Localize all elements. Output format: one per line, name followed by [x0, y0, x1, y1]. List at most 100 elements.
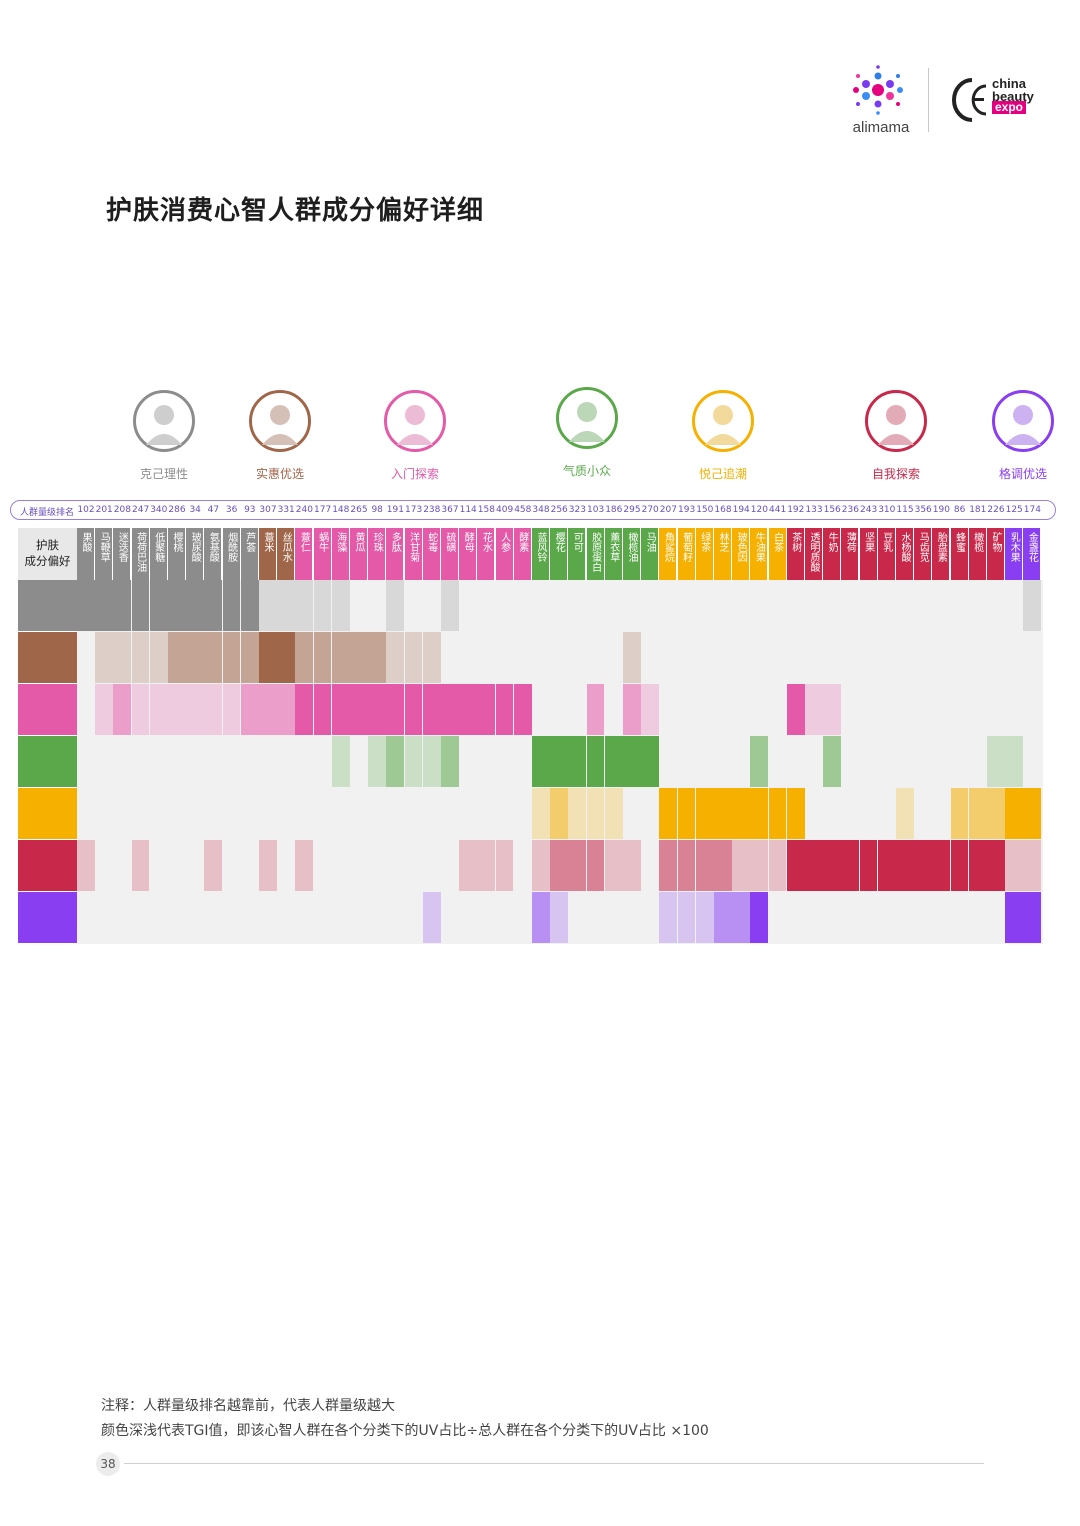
- heatmap-cell: [368, 684, 386, 735]
- heatmap-cell: [568, 736, 587, 787]
- heatmap-cell: [149, 580, 168, 631]
- ingredient-label: 豆乳: [880, 532, 892, 552]
- ingredient-header: 胶原蛋白: [586, 528, 604, 580]
- rank-value: 201: [95, 505, 113, 515]
- heatmap-cell: [95, 580, 113, 631]
- ingredient-label: 人参: [498, 532, 510, 552]
- ingredient-label: 马油: [644, 532, 656, 552]
- ingredient-header: 玻尿酸: [186, 528, 204, 580]
- heatmap-cell: [295, 632, 314, 683]
- corner-label-line-2: 成分偏好: [24, 554, 71, 568]
- heatmap-cell: [968, 840, 987, 891]
- heatmap-cell: [459, 684, 477, 735]
- heatmap-cell: [568, 788, 587, 839]
- persona-avatar: [384, 390, 446, 452]
- rank-value: 193: [678, 505, 696, 515]
- persona-row-swatch: [18, 684, 77, 735]
- persona-name: 悦己追潮: [698, 467, 747, 481]
- ingredient-header: 迷迭香: [113, 528, 131, 580]
- heatmap-cell: [113, 684, 132, 735]
- rank-value: 158: [477, 505, 495, 515]
- persona-avatar: [692, 390, 754, 452]
- person-icon: [705, 405, 741, 445]
- rank-value: 120: [750, 505, 768, 515]
- heatmap-cell: [805, 684, 823, 735]
- heatmap-cell: [695, 788, 714, 839]
- ingredient-header: 酵母: [459, 528, 477, 580]
- heatmap-cell: [222, 684, 241, 735]
- ingredient-header: 白茶: [768, 528, 786, 580]
- ingredient-label: 樱花: [553, 532, 565, 552]
- rank-value: 356: [914, 505, 932, 515]
- heatmap-cell: [386, 684, 405, 735]
- heatmap-cell: [149, 632, 168, 683]
- heatmap-cell: [532, 736, 550, 787]
- heatmap-cell: [659, 892, 678, 943]
- heatmap-cell: [750, 788, 769, 839]
- heatmap-cell: [350, 684, 368, 735]
- ingredient-header: 橄榄油: [623, 528, 640, 580]
- rank-value: 226: [987, 505, 1005, 515]
- heatmap-cell: [131, 840, 150, 891]
- ingredient-label: 坚果: [862, 532, 874, 552]
- heatmap-cell: [222, 580, 241, 631]
- ingredient-label: 花水: [480, 532, 492, 552]
- ingredient-label: 白茶: [771, 532, 783, 552]
- ingredient-header: 坚果: [859, 528, 877, 580]
- ingredient-label: 蓝风铃: [535, 532, 546, 562]
- heatmap-cell: [149, 684, 168, 735]
- ingredient-label: 酵母: [462, 532, 474, 552]
- persona-avatar: [992, 390, 1054, 452]
- heatmap-cell: [441, 580, 459, 631]
- rank-value: 103: [587, 505, 605, 515]
- ingredient-header: 薰衣草: [604, 528, 622, 580]
- heatmap-cell: [368, 736, 386, 787]
- rank-value: 173: [405, 505, 423, 515]
- heatmap-cell: [168, 632, 186, 683]
- ingredient-label: 玻尿酸: [189, 532, 201, 562]
- heatmap-cell: [1005, 840, 1023, 891]
- rank-value: 156: [823, 505, 841, 515]
- heatmap-cell: [914, 840, 932, 891]
- heatmap-cell: [532, 892, 550, 943]
- ingredient-label: 橄榄油: [626, 532, 637, 562]
- ingredient-header: 豆乳: [877, 528, 895, 580]
- heatmap-cell: [186, 684, 204, 735]
- heatmap-cell: [714, 892, 732, 943]
- heatmap-cell: [422, 736, 441, 787]
- beauty-expo-logo-mark: [952, 78, 987, 122]
- ingredient-label: 蛇毒: [425, 532, 437, 552]
- ingredient-header: 角鲨烷: [659, 528, 677, 580]
- heatmap-cell: [768, 788, 787, 839]
- heatmap-cell: [841, 840, 860, 891]
- ingredient-header: 薄荷: [841, 528, 859, 580]
- ingredient-header: 珍珠: [368, 528, 386, 580]
- alimama-wordmark: alimama: [852, 119, 910, 136]
- heatmap-cell: [495, 684, 514, 735]
- heatmap-cell: [786, 840, 805, 891]
- rank-value: 125: [1005, 505, 1023, 515]
- ingredient-header: 橄榄: [968, 528, 986, 580]
- rank-value: 348: [532, 505, 550, 515]
- person-icon: [262, 405, 298, 445]
- ingredient-label: 荷荷巴油: [134, 532, 146, 572]
- rank-value: 310: [878, 505, 896, 515]
- ingredient-header: 茶树: [786, 528, 804, 580]
- ingredient-label: 乳木果: [1008, 532, 1020, 562]
- heatmap-cell: [422, 632, 441, 683]
- heatmap-cell: [459, 840, 477, 891]
- rank-value: 367: [441, 505, 459, 515]
- heatmap-cell: [295, 580, 314, 631]
- corner-label-line-1: 护肤: [36, 538, 59, 552]
- ingredient-header: 人参: [495, 528, 513, 580]
- heatmap-cell: [950, 840, 969, 891]
- heatmap-cell: [896, 788, 914, 839]
- heatmap-cell: [113, 632, 132, 683]
- ingredient-header: 玻色因: [732, 528, 750, 580]
- ingredient-header: 黄瓜: [350, 528, 367, 580]
- heatmap-cell: [331, 580, 350, 631]
- rank-value: 190: [932, 505, 950, 515]
- ingredient-header: 蜂蜜: [950, 528, 968, 580]
- ingredient-label: 丝瓜水: [280, 532, 292, 562]
- ingredient-label: 酵素: [516, 532, 528, 552]
